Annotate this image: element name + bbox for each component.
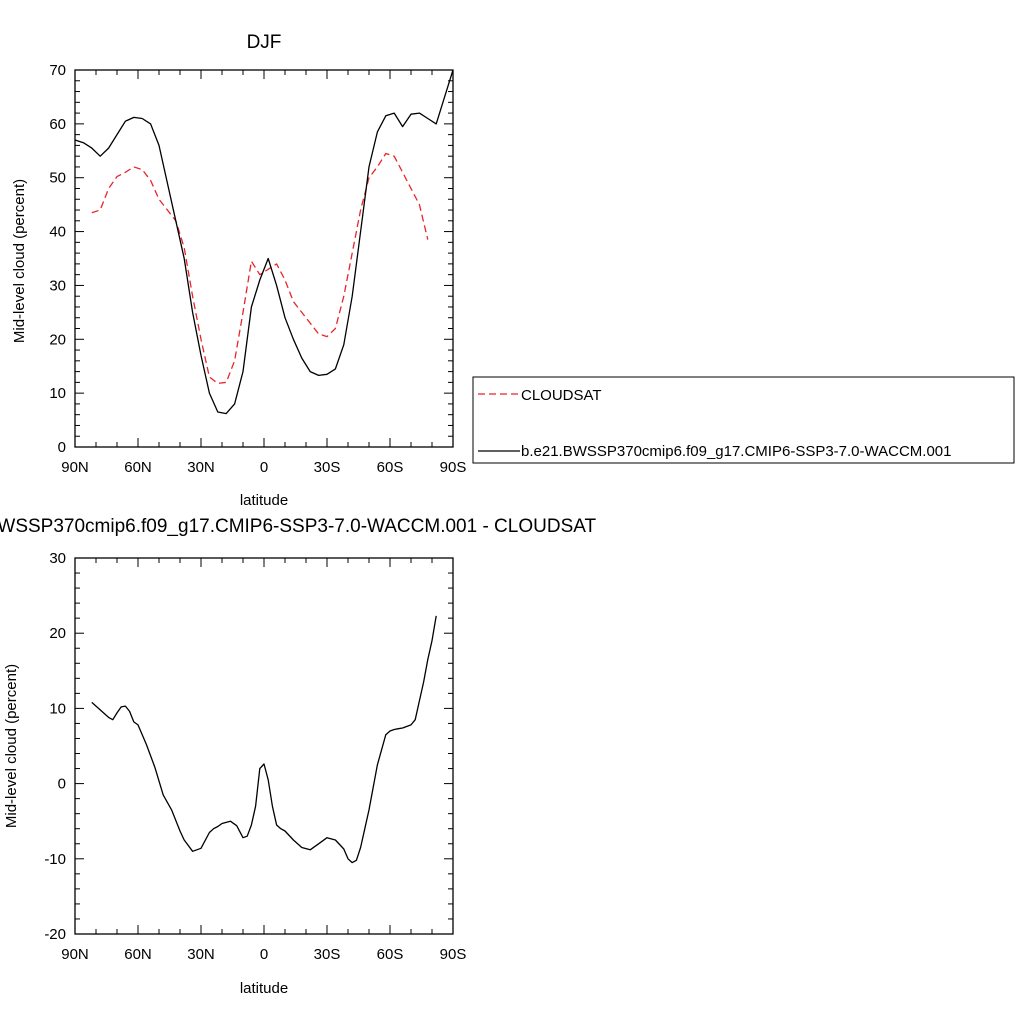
- axis-ticks: 90N 60N 30N 0 30S 60S 90S -20 -10 0 10 20 30: [44, 550, 466, 963]
- x-tick-label: 30N: [187, 946, 215, 963]
- y-tick-label: 20: [49, 331, 66, 348]
- y-tick-label: 0: [58, 439, 66, 456]
- series-group: [74, 69, 454, 415]
- x-tick-label: 60S: [377, 459, 404, 476]
- y-tick-label: 50: [49, 170, 66, 187]
- x-tick-label: 0: [260, 459, 268, 476]
- y-axis-label: Mid-level cloud (percent): [11, 179, 28, 343]
- y-tick-label: 60: [49, 116, 66, 133]
- y-tick-label: 40: [49, 224, 66, 241]
- x-tick-label: 0: [260, 946, 268, 963]
- x-tick-label: 30N: [187, 459, 215, 476]
- y-tick-label: 30: [49, 277, 66, 294]
- x-axis-label: latitude: [240, 980, 288, 997]
- x-tick-label: 90S: [440, 459, 467, 476]
- plot-frame: [74, 557, 454, 935]
- x-tick-label: 60S: [377, 946, 404, 963]
- y-tick-label: 20: [49, 625, 66, 642]
- legend-label-cloudsat: CLOUDSAT: [521, 387, 602, 404]
- y-tick-label: 0: [58, 776, 66, 793]
- chart-title: DJF: [247, 32, 282, 53]
- x-tick-label: 30S: [314, 459, 341, 476]
- legend-label-model: b.e21.BWSSP370cmip6.f09_g17.CMIP6-SSP3-7…: [521, 443, 951, 460]
- y-tick-label: 70: [49, 62, 66, 79]
- chart-djf: DJF Mid-level cloud (percent) latitude 9…: [11, 32, 466, 509]
- x-tick-label: 30S: [314, 946, 341, 963]
- series-line-difference: [91, 615, 437, 864]
- chart-difference: b.e21.BWSSP370cmip6.f09_g17.CMIP6-SSP3-7…: [0, 516, 596, 997]
- x-tick-label: 90S: [440, 946, 467, 963]
- series-line-cloudsat: [91, 152, 429, 385]
- series-line-model: [74, 69, 454, 415]
- chart-title: b.e21.BWSSP370cmip6.f09_g17.CMIP6-SSP3-7…: [0, 516, 596, 537]
- y-tick-label: -10: [44, 851, 66, 868]
- y-tick-label: 10: [49, 700, 66, 717]
- series-group: [91, 615, 437, 864]
- y-tick-label: 10: [49, 385, 66, 402]
- y-tick-label: -20: [44, 926, 66, 943]
- legend-box: [472, 376, 1015, 464]
- x-tick-label: 90N: [61, 946, 89, 963]
- legend: CLOUDSAT b.e21.BWSSP370cmip6.f09_g17.CMI…: [472, 376, 1015, 464]
- plot-frame: [74, 69, 454, 448]
- x-tick-label: 60N: [124, 459, 152, 476]
- y-axis-label: Mid-level cloud (percent): [3, 664, 20, 828]
- x-tick-label: 60N: [124, 946, 152, 963]
- x-axis-label: latitude: [240, 492, 288, 509]
- y-tick-label: 30: [49, 550, 66, 567]
- x-tick-label: 90N: [61, 459, 89, 476]
